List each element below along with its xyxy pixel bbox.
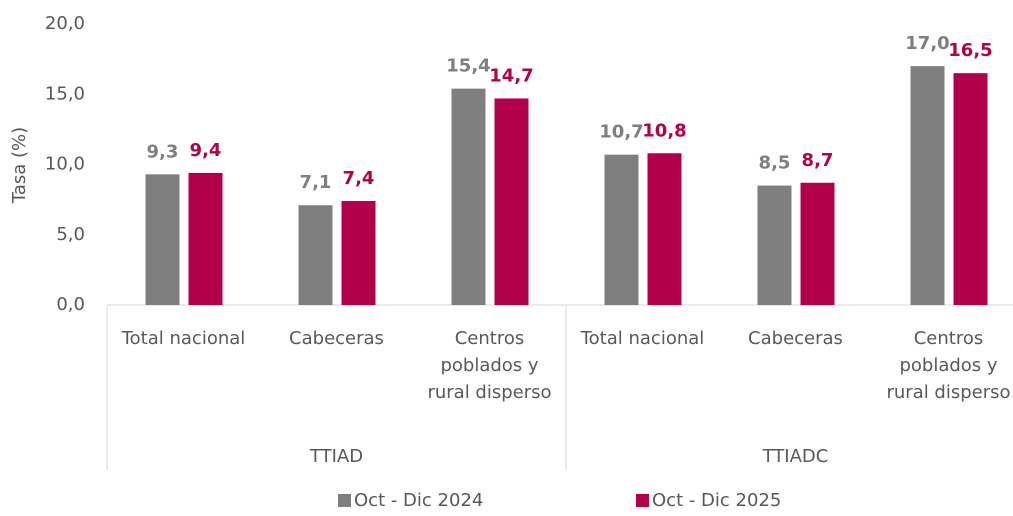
bar (341, 201, 376, 305)
value-label: 8,7 (802, 150, 834, 171)
bar (145, 174, 180, 305)
value-label: 9,4 (190, 140, 222, 161)
bar (494, 98, 529, 305)
legend-label: Oct - Dic 2025 (652, 490, 781, 511)
x-tick-label: Centros poblados y rural disperso (427, 328, 552, 403)
value-label: 7,4 (343, 168, 375, 189)
bar (953, 73, 988, 305)
x-tick-label: Centros poblados y rural disperso (886, 328, 1011, 403)
bar (451, 88, 486, 305)
y-axis-label: Tasa (%) (9, 127, 30, 204)
value-label: 15,4 (446, 56, 490, 77)
y-tick-label: 10,0 (45, 154, 85, 175)
value-label: 17,0 (905, 33, 949, 54)
x-tick-label: Cabeceras (289, 328, 384, 349)
legend-swatch (338, 494, 351, 507)
legend-label: Oct - Dic 2024 (354, 490, 483, 511)
y-tick-label: 20,0 (45, 13, 85, 34)
x-tick-label-box: Cabeceras (289, 328, 384, 349)
bar (188, 172, 223, 305)
y-tick-label: 0,0 (56, 294, 85, 315)
legend-swatch (636, 494, 649, 507)
value-label: 9,3 (147, 141, 179, 162)
y-tick-label: 15,0 (45, 83, 85, 104)
value-label: 16,5 (948, 40, 992, 61)
x-tick-label-box: Total nacional (580, 328, 705, 349)
bar (910, 66, 945, 306)
x-tick-label: Total nacional (121, 328, 246, 349)
x-tick-label-box: Total nacional (121, 328, 246, 349)
value-label: 7,1 (300, 172, 332, 193)
value-label: 8,5 (759, 153, 791, 174)
y-tick-label: 5,0 (56, 224, 85, 245)
group-label: TTIADC (762, 446, 829, 467)
value-label: 10,8 (642, 120, 686, 141)
bar (757, 185, 792, 305)
value-label: 10,7 (599, 122, 643, 143)
x-tick-label-box: Centros poblados y rural disperso (427, 328, 552, 403)
bar (647, 153, 682, 305)
x-tick-label-box: Cabeceras (748, 328, 843, 349)
group-label: TTIAD (309, 446, 363, 467)
bar (800, 182, 835, 305)
bar (604, 154, 639, 305)
value-label: 14,7 (489, 65, 533, 86)
x-tick-label-box: Centros poblados y rural disperso (886, 328, 1011, 403)
bar (298, 205, 333, 305)
x-tick-label: Cabeceras (748, 328, 843, 349)
x-tick-label: Total nacional (580, 328, 705, 349)
